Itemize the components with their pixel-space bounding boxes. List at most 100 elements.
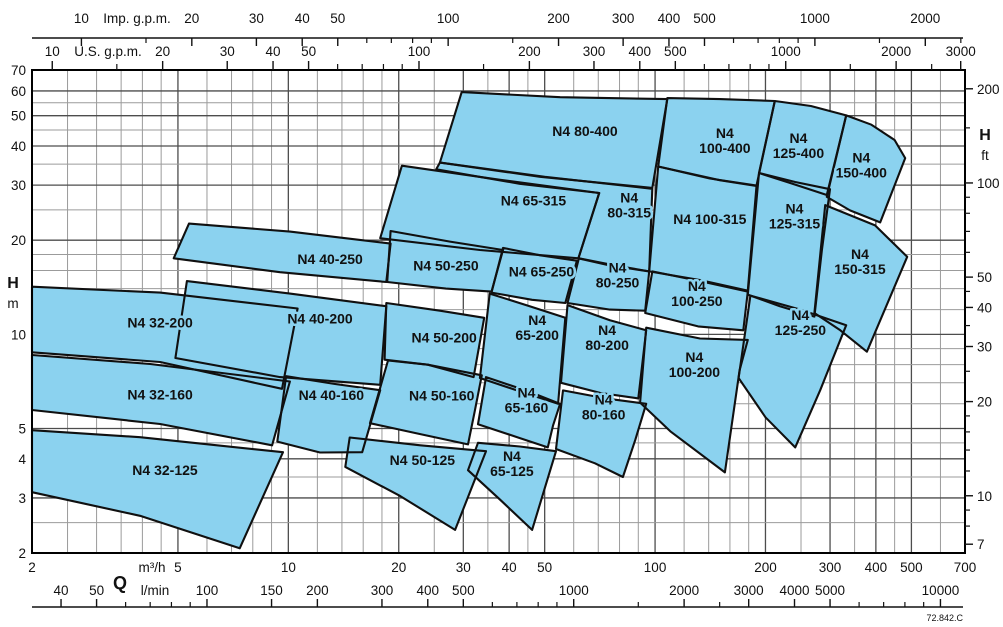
h-ft-label-100: 100 (977, 176, 1000, 191)
us-gpm-unit-label: U.S. g.p.m. (74, 44, 142, 59)
h-m-label-50: 50 (11, 109, 26, 124)
pump-label-n4-65-250: N4 65-250 (509, 263, 575, 279)
m3h-label-100: 100 (644, 560, 667, 575)
h-m-label-30: 30 (11, 178, 26, 193)
imp-gpm-label-30: 30 (249, 11, 264, 26)
pump-label-n4-40-200: N4 40-200 (287, 310, 353, 326)
us-gpm-label-20: 20 (155, 44, 170, 59)
pump-label-n4-32-125: N4 32-125 (132, 462, 198, 478)
m3h-label-300: 300 (819, 560, 842, 575)
m3h-label-30: 30 (456, 560, 471, 575)
flow-axis-unit-m3h: m³/h (139, 560, 166, 575)
pump-label-n4-80-160: N4 80-160 (582, 392, 626, 423)
envelope-outline-n4-50-200 (383, 301, 486, 379)
m3h-label-200: 200 (754, 560, 777, 575)
h-m-label-40: 40 (11, 139, 26, 154)
envelope-outline-n4-80-200 (559, 304, 648, 400)
pump-label-n4-80-315: N4 80-315 (607, 190, 651, 221)
us-gpm-label-100: 100 (408, 44, 431, 59)
pump-label-n4-65-315: N4 65-315 (501, 192, 567, 208)
pump-label-n4-100-250: N4 100-250 (671, 278, 723, 309)
h-m-label-70: 70 (11, 63, 26, 78)
envelope-outlines (30, 91, 909, 550)
h-m-label-3: 3 (18, 491, 26, 506)
m3h-label-400: 400 (865, 560, 888, 575)
envelope-area-n4-65-160 (478, 377, 561, 448)
flow-axis-unit-lmin: l/min (141, 583, 170, 598)
m3h-label-700: 700 (954, 560, 977, 575)
m3h-label-2: 2 (28, 560, 36, 575)
us-gpm-label-400: 400 (629, 44, 652, 59)
envelope-area-n4-50-125 (345, 437, 486, 530)
lmin-label-4000: 4000 (779, 583, 809, 598)
drawing-reference: 72.842.C (926, 613, 963, 623)
lmin-label-300: 300 (371, 583, 394, 598)
pump-label-n4-125-315: N4 125-315 (769, 201, 821, 232)
imp-gpm-label-200: 200 (547, 11, 570, 26)
m3h-label-10: 10 (281, 560, 296, 575)
m3h-label-500: 500 (900, 560, 923, 575)
us-gpm-label-40: 40 (266, 44, 281, 59)
envelope-area-n4-125-250 (738, 295, 847, 448)
h-m-label-60: 60 (11, 84, 26, 99)
us-gpm-label-3000: 3000 (946, 44, 976, 59)
h-ft-label-200: 200 (977, 82, 1000, 97)
envelope-area-n4-50-160 (370, 360, 482, 445)
pump-label-n4-125-250: N4 125-250 (775, 307, 827, 338)
lmin-label-500: 500 (452, 583, 475, 598)
h-ft-label-50: 50 (977, 270, 992, 285)
m3h-label-50: 50 (537, 560, 552, 575)
head-axis-unit-m: m (7, 296, 18, 311)
h-m-label-20: 20 (11, 233, 26, 248)
us-gpm-label-300: 300 (583, 44, 606, 59)
envelope-outline-n4-50-125 (344, 436, 488, 531)
envelope-outline-n4-150-315 (813, 204, 909, 353)
imp-gpm-label-20: 20 (184, 11, 199, 26)
axis-scales: 10 20 30 40 50 100 200 300 400 500 1000 2000 10 20 30 4… (11, 11, 1000, 608)
pump-label-n4-32-200: N4 32-200 (127, 315, 193, 331)
envelope-labels: N4 32-125 N4 50-125 N4 65-125 N4 32-160 N4 40… (125, 121, 890, 482)
head-axis-unit-ft: ft (981, 148, 989, 163)
plot-frame-border (31, 69, 966, 554)
envelope-area-n4-40-250 (173, 223, 391, 282)
imp-gpm-label-10: 10 (74, 11, 89, 26)
h-m-label-10: 10 (11, 327, 26, 342)
envelope-area-n4-80-315 (436, 162, 653, 272)
lmin-label-1000: 1000 (559, 583, 589, 598)
lmin-label-5000: 5000 (815, 583, 845, 598)
pump-label-n4-80-200: N4 80-200 (585, 322, 629, 353)
envelope-outline-n4-150-400 (825, 114, 907, 224)
envelope-area-n4-150-315 (814, 205, 908, 352)
lmin-label-50: 50 (89, 583, 104, 598)
imp-gpm-label-500: 500 (693, 11, 716, 26)
envelope-area-n4-100-400 (658, 98, 775, 186)
imp-gpm-unit-label: Imp. g.p.m. (103, 11, 171, 26)
envelope-area-n4-40-200 (175, 281, 387, 385)
pump-label-n4-65-160: N4 65-160 (505, 385, 549, 416)
us-gpm-label-200: 200 (518, 44, 541, 59)
envelope-outline-n4-65-200 (478, 292, 567, 405)
flow-axis-symbol: Q (113, 573, 127, 593)
envelope-area-n4-65-200 (479, 293, 566, 404)
envelope-area-n4-50-200 (384, 303, 485, 378)
envelope-outline-n4-80-160 (554, 389, 648, 479)
h-m-label-5: 5 (18, 422, 26, 437)
h-ft-label-10: 10 (977, 489, 992, 504)
lmin-label-2000: 2000 (669, 583, 699, 598)
envelope-area-n4-100-200 (640, 327, 748, 473)
envelope-outline-n4-65-125 (466, 441, 558, 531)
h-ft-label-40: 40 (977, 300, 992, 315)
pump-label-n4-50-160: N4 50-160 (409, 388, 475, 404)
lmin-label-200: 200 (306, 583, 329, 598)
envelope-area-n4-40-160 (277, 376, 381, 453)
imp-gpm-label-50: 50 (330, 11, 345, 26)
lmin-label-10000: 10000 (922, 583, 960, 598)
imp-gpm-label-1000: 1000 (800, 11, 830, 26)
envelope-area-n4-65-315 (380, 165, 600, 259)
head-axis-symbol-right: H (979, 127, 991, 144)
envelope-area-n4-80-200 (561, 305, 647, 399)
lmin-label-40: 40 (54, 583, 69, 598)
pump-label-n4-100-315: N4 100-315 (673, 211, 746, 227)
lmin-label-3000: 3000 (734, 583, 764, 598)
